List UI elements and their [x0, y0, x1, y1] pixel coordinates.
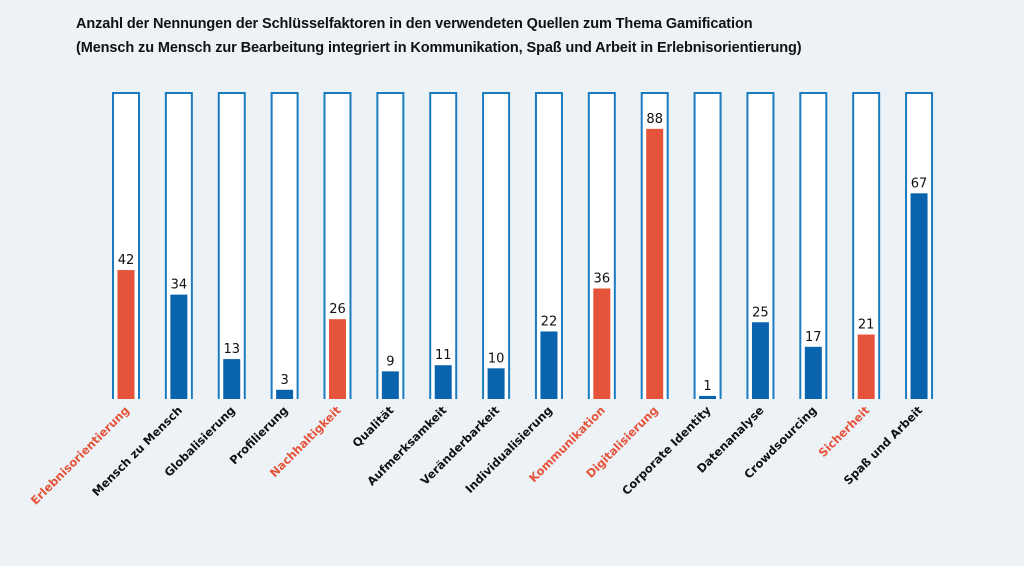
bar [276, 389, 294, 399]
column-outline [587, 92, 616, 399]
value-label: 21 [858, 318, 875, 333]
bar [540, 331, 558, 399]
column-outline [164, 92, 193, 399]
value-label: 1 [703, 379, 711, 394]
column-outline [482, 92, 511, 399]
value-label: 9 [386, 354, 394, 369]
column-background [217, 92, 246, 399]
value-label: 67 [911, 176, 928, 191]
value-label: 42 [118, 253, 135, 268]
column-outline [799, 92, 828, 399]
column-background [482, 92, 511, 399]
bar [328, 319, 346, 399]
bar [699, 395, 717, 399]
bar [381, 371, 399, 399]
value-label: 17 [805, 330, 822, 345]
column-outline [112, 92, 140, 399]
column-background [376, 92, 405, 399]
value-label: 36 [594, 271, 611, 286]
chart-title-block: Anzahl der Nennungen der Schlüsselfaktor… [76, 12, 802, 60]
chart-title: Anzahl der Nennungen der Schlüsselfaktor… [76, 16, 753, 32]
category-label: Individualisierung [462, 403, 555, 496]
bar [170, 294, 188, 399]
value-label: 13 [223, 342, 240, 357]
value-label: 11 [435, 348, 452, 363]
value-label: 10 [488, 351, 505, 366]
bar [434, 365, 452, 399]
column-outline [746, 92, 775, 399]
column-outline [640, 92, 669, 399]
bar [751, 322, 769, 399]
column-outline [376, 92, 405, 399]
column-outline [217, 92, 246, 399]
chart-subtitle: (Mensch zu Mensch zur Bearbeitung integr… [76, 40, 802, 56]
column-outline [534, 92, 563, 399]
column-outline [270, 92, 299, 399]
value-label: 26 [329, 302, 346, 317]
value-label: 3 [280, 373, 288, 388]
value-label: 22 [541, 314, 558, 329]
column-outline [693, 92, 722, 399]
bar [117, 270, 135, 399]
column-background [693, 92, 722, 399]
bar [857, 334, 875, 399]
category-label: Erlebnisorientierung [28, 403, 132, 507]
category-label: Sicherheit [816, 403, 873, 460]
bar-group: 9 Qualität [350, 92, 405, 450]
column-background [270, 92, 299, 399]
value-label: 25 [752, 305, 769, 320]
value-label: 34 [171, 278, 188, 293]
column-outline [323, 92, 352, 399]
category-label: Mensch zu Mensch [89, 403, 185, 499]
bar [223, 359, 241, 399]
bar-group: 42 Erlebnisorientierung [28, 92, 140, 508]
column-outline [905, 92, 934, 399]
bar [646, 128, 664, 399]
column-outline [429, 92, 458, 399]
bar [593, 288, 611, 399]
bar [804, 346, 822, 399]
value-label: 88 [646, 112, 663, 127]
category-label: Corporate Identity [619, 403, 714, 498]
column-background [429, 92, 458, 399]
column-outline [852, 92, 881, 399]
category-label: Qualität [350, 403, 397, 450]
bar [487, 368, 505, 399]
bar [910, 193, 928, 399]
